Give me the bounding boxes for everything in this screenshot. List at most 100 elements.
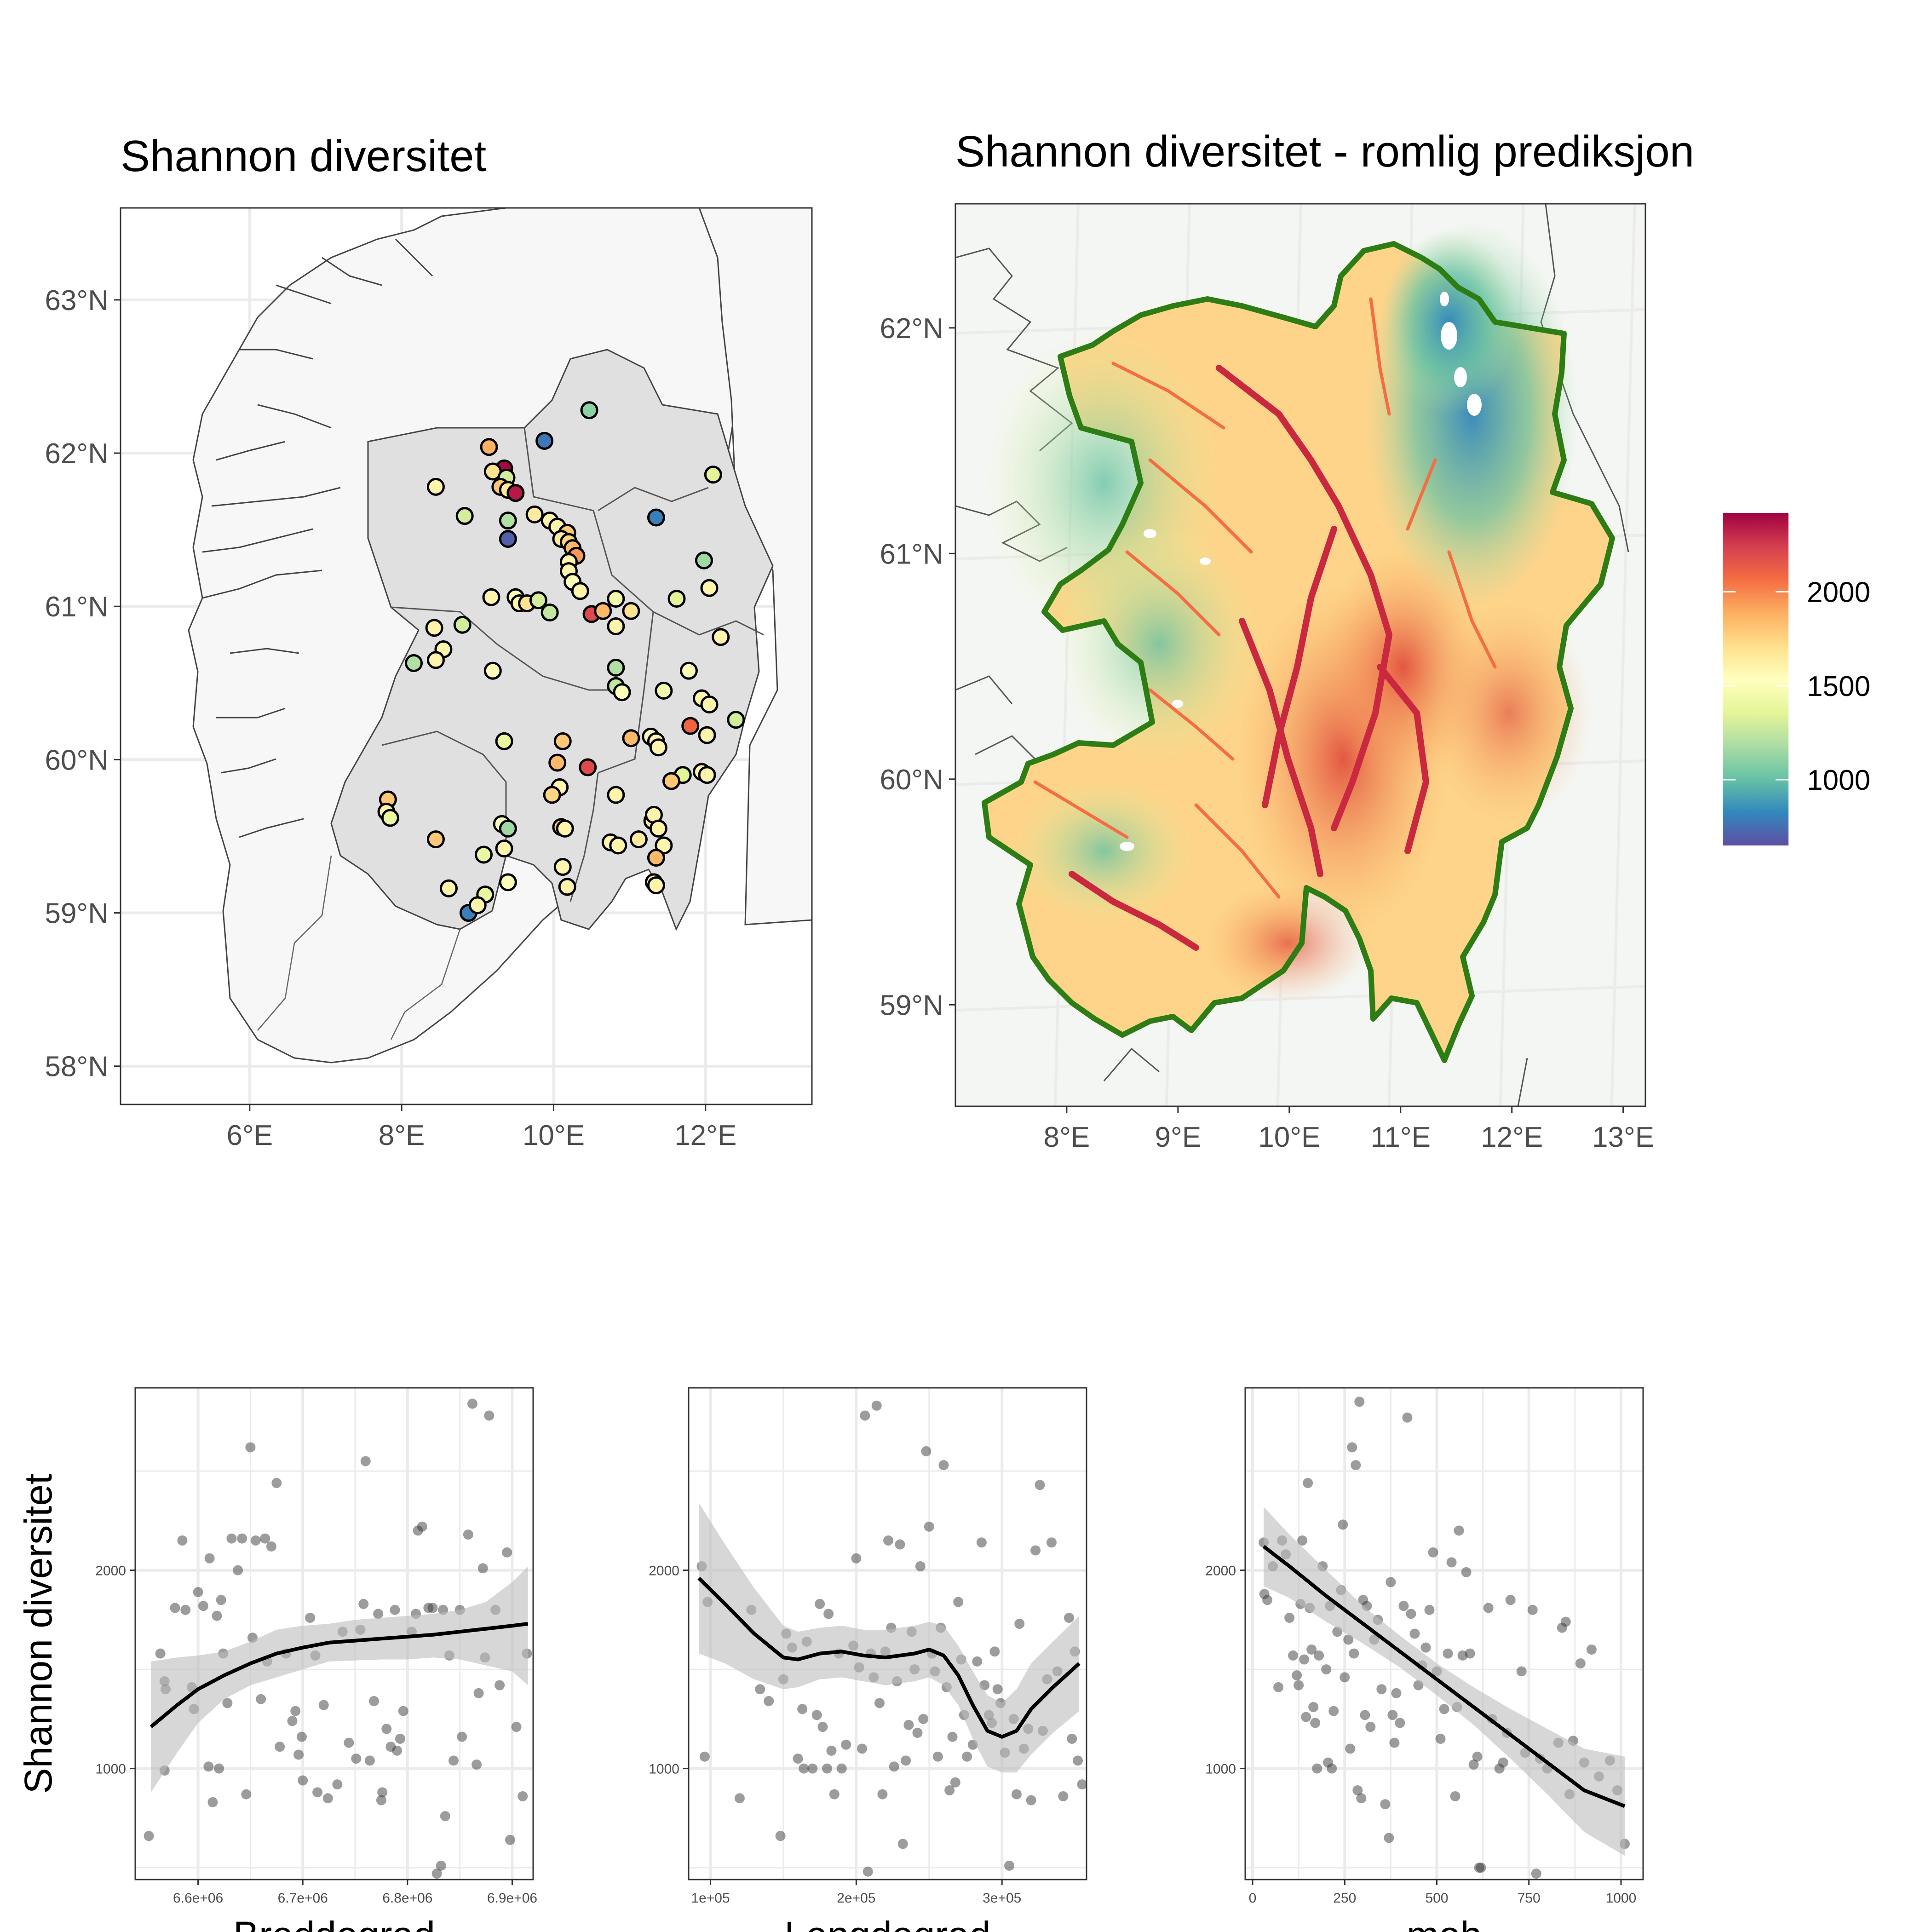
scatter-point [822, 1763, 833, 1774]
scatter-point [448, 1755, 459, 1766]
scatter-point [1398, 1601, 1409, 1611]
scatter-point [857, 1743, 868, 1754]
scatter-point [874, 1698, 885, 1708]
scatter-point [373, 1609, 384, 1619]
scatter-point [950, 1777, 960, 1788]
scatter-point [1297, 1535, 1308, 1546]
scatter-point [1294, 1680, 1304, 1690]
scatter-point [1026, 1795, 1036, 1806]
scatter-point [144, 1831, 154, 1841]
scatter-point [298, 1775, 308, 1786]
scatter-point [1343, 1634, 1354, 1645]
scatter-xtick-label: 1e+05 [691, 1891, 730, 1906]
scatter-point [463, 1529, 473, 1540]
scatter-xtick-label: 6.6e+06 [173, 1891, 223, 1906]
map1-xtick-label: 10°E [523, 1120, 585, 1151]
scatter-point [392, 1745, 402, 1756]
scatter-point [807, 1763, 818, 1774]
scatter-point [369, 1696, 379, 1707]
scatter-point [241, 1789, 252, 1800]
map2-xtick-label: 11°E [1370, 1121, 1431, 1153]
scatter-point [836, 1763, 847, 1774]
scatter-point [1389, 1737, 1400, 1748]
scatter-point [1424, 1604, 1435, 1615]
scatter-point [924, 1521, 934, 1532]
scatter-point [266, 1541, 276, 1552]
map1-sample-point [558, 878, 576, 896]
scatter-point [1476, 1863, 1486, 1873]
scatter-point [1303, 1478, 1313, 1488]
scatter-point [915, 1561, 926, 1571]
scatter-point [815, 1598, 825, 1609]
scatter-point [877, 1789, 888, 1800]
scatter-point [351, 1754, 362, 1764]
scatter-breddegrad: 6.6e+06 6.7e+06 6.8e+06 6.9e+06 1000 2000 Bred… [17, 1387, 537, 1932]
scatter-point [207, 1797, 218, 1807]
colorbar [1723, 513, 1788, 845]
map1-sample-point [727, 711, 745, 729]
scatter-point [364, 1755, 375, 1766]
scatter-ylabel: Shannon diversitet [17, 1474, 60, 1794]
scatter-point [901, 1755, 911, 1766]
scatter-point [734, 1793, 745, 1804]
scatter-point [1262, 1595, 1273, 1605]
map1-region-shaded [330, 349, 774, 931]
scatter-ytick-label: 1000 [1205, 1762, 1236, 1777]
scatter-point [494, 1680, 505, 1690]
scatter-point [989, 1646, 1000, 1657]
scatter-point [344, 1737, 354, 1748]
scatter-moh: 0 250 500 750 1000 1000 2000 moh [1205, 1387, 1644, 1932]
map1-sample-point [482, 588, 500, 606]
scatter-xtick-label: 6.7e+06 [278, 1891, 328, 1906]
scatter-xtick-label: 2e+05 [837, 1891, 875, 1906]
scatter-point [260, 1533, 270, 1544]
scatter-panel-border [134, 1387, 534, 1880]
map1-sample-point [381, 809, 399, 827]
map1-sample-point [499, 512, 517, 530]
scatter-point [1468, 1759, 1479, 1770]
scatter-xtick-label: 0 [1249, 1891, 1257, 1906]
scatter-point [376, 1795, 386, 1806]
scatter-point [395, 1733, 405, 1744]
map1-sample-point [655, 681, 673, 700]
map1-sample-point [453, 615, 472, 634]
scatter-point [829, 1789, 840, 1800]
map1-sample-point [529, 591, 547, 610]
map1-sample-point [695, 551, 713, 569]
map1-sample-point [579, 758, 597, 776]
scatter-ytick-label: 2000 [95, 1564, 126, 1579]
map1-sample-point [622, 729, 640, 748]
map1-sample-point [594, 602, 612, 620]
scatter-point [1395, 1718, 1405, 1728]
scatter-point [473, 1688, 484, 1698]
scatter-point [1575, 1658, 1586, 1669]
scatter-confidence-ribbon [1264, 1506, 1625, 1856]
scatter-point [1314, 1650, 1324, 1661]
map2-xtick-label: 10°E [1258, 1121, 1320, 1153]
scatter-point [436, 1860, 446, 1871]
scatter-point [862, 1866, 873, 1877]
scatter-point [1402, 1412, 1413, 1423]
map2-xtick-label: 13°E [1592, 1121, 1654, 1153]
scatter-point [1365, 1722, 1376, 1732]
scatter-point [518, 1791, 528, 1801]
scatter-xtick-label: 500 [1425, 1891, 1448, 1906]
map1-sample-point [700, 579, 719, 597]
scatter-point [222, 1698, 233, 1708]
map1-sample-point [629, 830, 648, 849]
scatter-point [1301, 1712, 1311, 1722]
scatter-point [358, 1598, 369, 1609]
scatter-point [860, 1410, 870, 1421]
scatter-point [1420, 1642, 1431, 1653]
colorbar-tick-label: 2000 [1807, 577, 1870, 609]
scatter-point [1321, 1664, 1332, 1675]
map1-sample-point [580, 401, 598, 420]
scatter-point [1352, 1785, 1363, 1796]
scatter-point [290, 1706, 301, 1716]
map2-prediction-surface [984, 221, 1592, 1003]
scatter-confidence-ribbon [151, 1566, 528, 1793]
map1-sample-point [480, 438, 498, 456]
scatter-xtick-label: 250 [1333, 1891, 1356, 1906]
scatter-point [1527, 1604, 1538, 1615]
scatter-point [764, 1696, 774, 1707]
